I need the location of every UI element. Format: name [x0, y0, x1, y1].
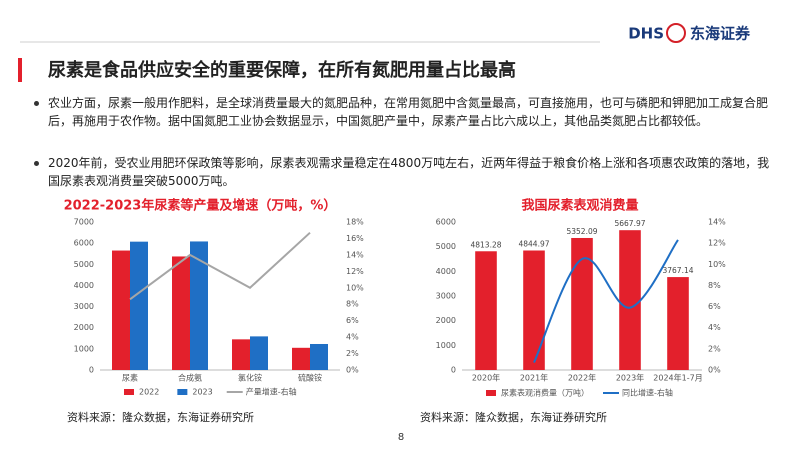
- bar: [250, 336, 268, 370]
- y2-tick-label: 18%: [346, 218, 364, 227]
- bar: [190, 241, 208, 370]
- bar: [292, 347, 310, 370]
- bar: [523, 250, 545, 370]
- title-accent: [18, 58, 22, 82]
- y-tick-label: 3000: [436, 292, 456, 301]
- y2-tick-label: 4%: [346, 333, 359, 342]
- y2-tick-label: 2%: [708, 344, 721, 353]
- y2-tick-label: 2%: [346, 349, 359, 358]
- legend-label: 2022: [139, 388, 159, 397]
- data-label: 3767.14: [662, 266, 693, 275]
- bar: [310, 343, 328, 370]
- chart-title: 我国尿素表观消费量: [521, 198, 638, 214]
- y-tick-label: 4000: [74, 281, 94, 290]
- source-note: 资料来源：隆众数据，东海证券研究所: [420, 410, 607, 424]
- y2-tick-label: 8%: [346, 300, 359, 309]
- bullet: 农业方面，尿素一般用作肥料，是全球消费量最大的氮肥品种，在常用氮肥中含氮量最高，…: [34, 94, 776, 130]
- source-note: 资料来源：隆众数据，东海证券研究所: [67, 410, 254, 424]
- y-tick-label: 3000: [74, 302, 94, 311]
- bar: [619, 230, 641, 370]
- line: [129, 231, 311, 301]
- legend-label: 尿素表观消费量（万吨）: [501, 388, 589, 398]
- x-tick-label: 氯化铵: [238, 373, 262, 383]
- data-label: 5667.97: [614, 219, 645, 228]
- legend-label: 产量增速-右轴: [246, 387, 297, 397]
- chart-title: 2022-2023年尿素等产量及增速（万吨，%）: [64, 198, 337, 214]
- y-tick-label: 2000: [74, 323, 94, 332]
- x-tick-label: 2024年1-7月: [653, 373, 702, 383]
- logo-icon: [666, 23, 686, 43]
- x-tick-label: 2020年: [472, 373, 500, 383]
- data-label: 4813.28: [470, 240, 501, 249]
- y2-tick-label: 14%: [708, 218, 726, 227]
- bar: [130, 241, 148, 370]
- y2-tick-label: 14%: [346, 250, 364, 259]
- y-tick-label: 5000: [436, 242, 456, 251]
- y2-tick-label: 8%: [708, 281, 721, 290]
- y-tick-label: 4000: [436, 267, 456, 276]
- line: [533, 239, 679, 364]
- x-tick-label: 合成氨: [178, 373, 202, 383]
- y2-tick-label: 10%: [708, 260, 726, 269]
- legend-label: 2023: [192, 388, 212, 397]
- legend-label: 同比增速-右轴: [622, 388, 673, 398]
- bullet: 2020年前，受农业用肥环保政策等影响，尿素表观需求量稳定在4800万吨左右，近…: [34, 154, 776, 190]
- x-tick-label: 尿素: [122, 373, 138, 383]
- data-label: 4844.97: [518, 239, 549, 248]
- bar: [667, 277, 689, 370]
- logo-brand: DHS: [628, 25, 664, 43]
- y-tick-label: 1000: [74, 344, 94, 353]
- bar: [172, 256, 190, 370]
- y-tick-label: 7000: [74, 218, 94, 227]
- y2-tick-label: 6%: [708, 302, 721, 311]
- logo-name: 东海证券: [690, 25, 751, 43]
- y2-tick-label: 4%: [708, 323, 721, 332]
- y2-tick-label: 16%: [346, 234, 364, 243]
- y-tick-label: 2000: [436, 316, 456, 325]
- x-tick-label: 2022年: [568, 373, 596, 383]
- y2-tick-label: 6%: [346, 316, 359, 325]
- y2-tick-label: 0%: [708, 366, 721, 375]
- y2-tick-label: 12%: [708, 239, 726, 248]
- slide-title: 尿素是食品供应安全的重要保障，在所有氮肥用量占比最高: [48, 59, 516, 81]
- bar: [475, 251, 497, 370]
- legend-swatch: [486, 390, 496, 396]
- y2-tick-label: 0%: [346, 366, 359, 375]
- y-tick-label: 0: [451, 366, 456, 375]
- x-tick-label: 硫酸铵: [298, 373, 322, 383]
- y-tick-label: 5000: [74, 260, 94, 269]
- bar: [232, 339, 250, 370]
- y-tick-label: 6000: [74, 239, 94, 248]
- data-label: 5352.09: [566, 227, 597, 236]
- legend-swatch: [177, 389, 188, 395]
- bar: [112, 250, 130, 370]
- y-tick-label: 6000: [436, 218, 456, 227]
- legend-swatch: [124, 389, 134, 395]
- y2-tick-label: 12%: [346, 267, 364, 276]
- bar: [571, 237, 593, 370]
- x-tick-label: 2023年: [616, 373, 644, 383]
- x-tick-label: 2021年: [520, 373, 548, 383]
- page-number: 8: [398, 432, 404, 443]
- y-tick-label: 1000: [436, 341, 456, 350]
- y2-tick-label: 10%: [346, 283, 364, 292]
- y-tick-label: 0: [89, 366, 94, 375]
